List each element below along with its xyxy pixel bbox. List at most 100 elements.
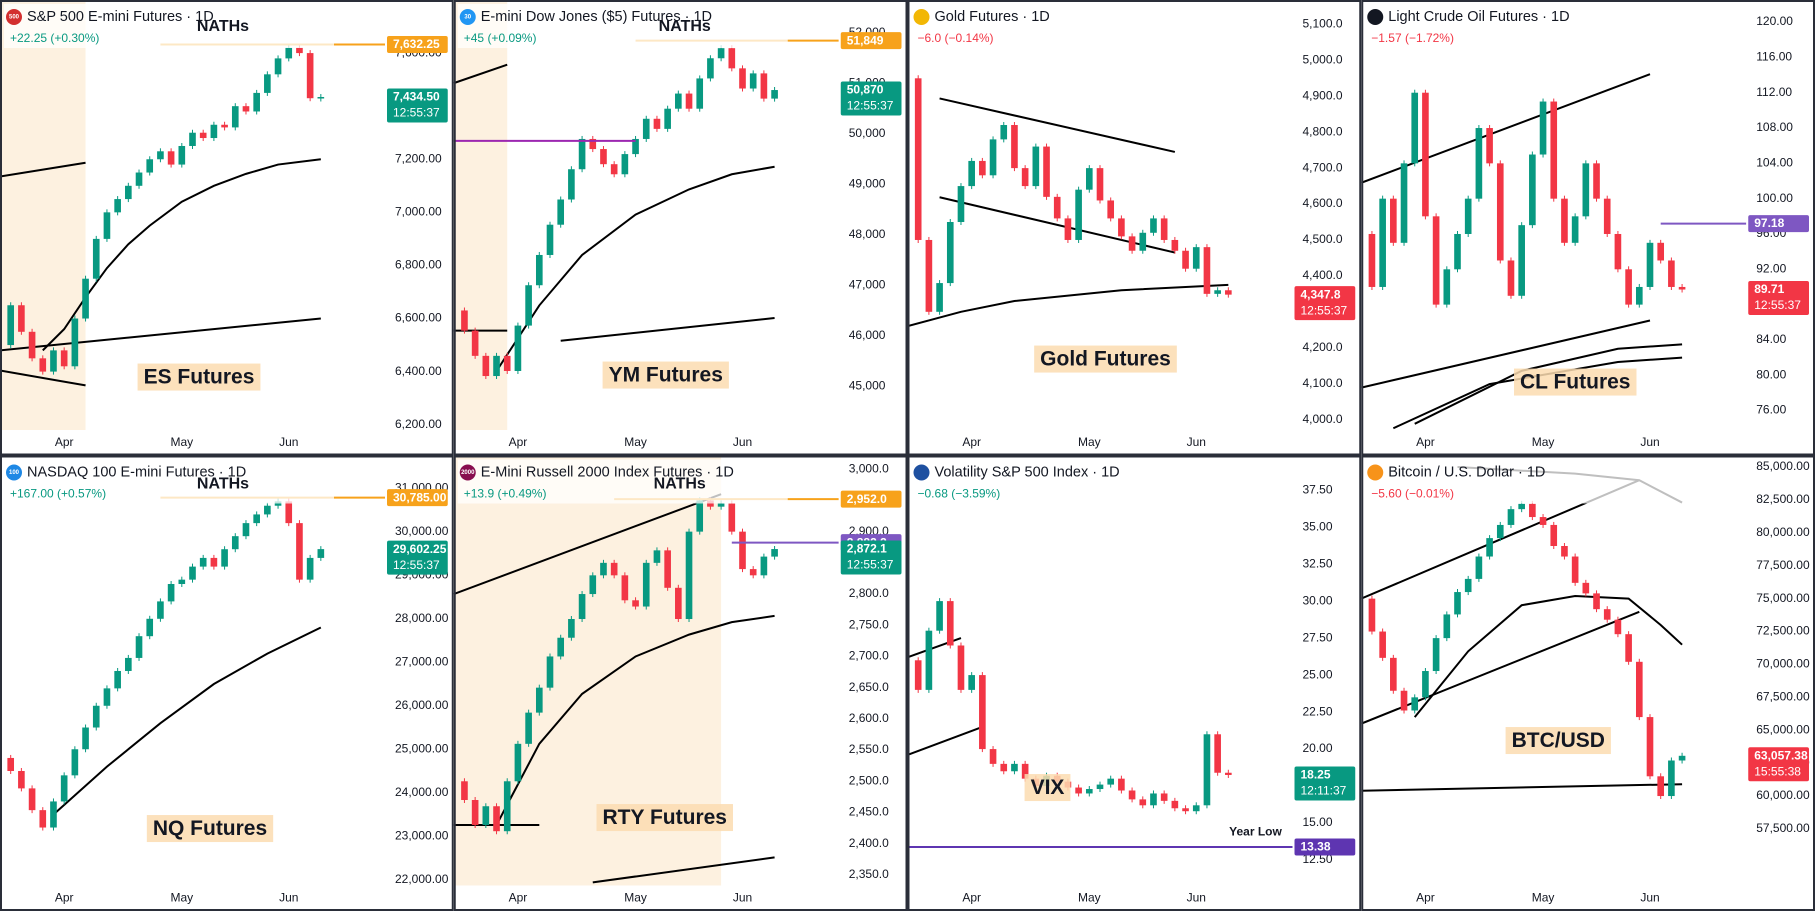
x-tick-label: May — [1532, 435, 1555, 449]
trend-line — [52, 626, 322, 816]
candle — [1118, 218, 1125, 237]
candle — [274, 58, 282, 75]
candle — [296, 47, 303, 54]
price-badge-label: 2,872.1 — [847, 542, 887, 556]
candle — [178, 145, 186, 165]
candle — [968, 160, 975, 187]
price-badge-label: 7,434.50 — [393, 90, 440, 104]
candle — [979, 675, 986, 750]
candle — [1668, 260, 1675, 287]
candle — [1192, 805, 1200, 812]
candle — [1139, 232, 1147, 251]
candle — [525, 712, 532, 744]
y-tick-label: 104.00 — [1756, 156, 1793, 170]
chart-panel: 12.5015.0017.5020.0022.5025.0027.5030.00… — [907, 455, 1362, 911]
candle — [1561, 546, 1568, 557]
candle — [7, 757, 15, 771]
price-badge-timer: 12:55:37 — [1754, 298, 1801, 312]
candle — [285, 47, 293, 59]
candle — [135, 172, 143, 186]
candle — [925, 630, 933, 690]
price-badge — [1748, 215, 1809, 233]
candle — [1379, 198, 1386, 287]
y-tick-label: 4,400.0 — [1303, 268, 1343, 282]
candle — [242, 106, 250, 112]
candle — [936, 283, 943, 312]
chart-label: VIX — [1031, 776, 1065, 799]
chart-panel: 76.0080.0084.0088.0092.0096.00100.00104.… — [1361, 0, 1815, 456]
symbol-icon — [1367, 9, 1384, 25]
candle — [568, 169, 575, 200]
candle — [1390, 198, 1397, 243]
price-badge-label: 2,952.0 — [847, 492, 887, 506]
header-backdrop — [1365, 4, 1696, 48]
chart-label-box — [1034, 345, 1177, 373]
candle — [739, 531, 746, 570]
candle — [493, 806, 500, 832]
panel-border — [453, 0, 908, 456]
candle — [1214, 290, 1221, 294]
candle — [1432, 216, 1440, 305]
x-tick-label: May — [1078, 435, 1101, 449]
candle — [728, 48, 736, 69]
x-tick-label: Jun — [1640, 891, 1659, 905]
y-tick-label: 67,500.00 — [1756, 690, 1810, 704]
candle — [1160, 793, 1168, 801]
y-tick-label: 76.00 — [1756, 403, 1786, 417]
candle — [771, 549, 778, 557]
candle — [221, 549, 228, 567]
candle — [1518, 503, 1525, 510]
candle — [50, 801, 57, 828]
symbol-icon — [459, 464, 476, 481]
chart-label-box — [602, 361, 729, 389]
candle — [1064, 218, 1072, 240]
price-badge — [387, 540, 448, 575]
candle — [82, 278, 89, 319]
panel-border — [1361, 455, 1815, 911]
candle — [114, 199, 121, 213]
y-tick-label: 4,500.0 — [1303, 232, 1343, 246]
x-tick-label: Jun — [1187, 435, 1206, 449]
y-tick-label: 30.00 — [1303, 593, 1333, 607]
trend-line — [1361, 73, 1651, 184]
y-tick-label: 72,500.00 — [1756, 624, 1810, 638]
y-tick-label: 77,500.00 — [1756, 558, 1810, 572]
candle — [989, 139, 997, 176]
header-backdrop — [457, 4, 788, 48]
header-backdrop — [4, 4, 334, 48]
candle — [707, 500, 714, 507]
price-badge-label: 7,632.25 — [393, 37, 440, 51]
candle — [1000, 125, 1008, 140]
candle — [632, 138, 639, 155]
price-change: −5.60 (−0.01%) — [1371, 487, 1454, 501]
chart-panel: 57,500.0060,000.0062,500.0065,000.0067,5… — [1361, 455, 1815, 911]
price-badge — [1294, 838, 1356, 856]
chart-title: S&P 500 E-mini Futures · 1D — [27, 9, 214, 25]
price-badge-label: 63,057.38 — [1754, 748, 1808, 762]
price-badge — [387, 489, 448, 507]
candle — [1053, 196, 1061, 219]
candle — [1171, 239, 1179, 251]
candle — [696, 78, 704, 109]
candle — [1464, 578, 1472, 593]
candle — [1411, 697, 1419, 711]
y-tick-label: 4,100.0 — [1303, 376, 1343, 390]
y-tick-label: 2,500.0 — [849, 773, 889, 787]
candle — [1379, 631, 1386, 658]
trend-line — [42, 158, 321, 352]
candle — [728, 503, 736, 532]
plot-area — [0, 0, 385, 430]
x-tick-label: Apr — [1416, 891, 1435, 905]
symbol-icon — [913, 464, 930, 481]
candle — [1150, 793, 1157, 806]
candle — [1561, 198, 1568, 243]
y-tick-label: 112.00 — [1756, 85, 1792, 99]
candle — [546, 656, 554, 688]
candle — [221, 124, 228, 128]
y-tick-label: 82,500.00 — [1756, 492, 1810, 506]
candle — [589, 138, 597, 150]
candle — [92, 705, 100, 728]
y-tick-label: 49,000 — [849, 177, 886, 191]
